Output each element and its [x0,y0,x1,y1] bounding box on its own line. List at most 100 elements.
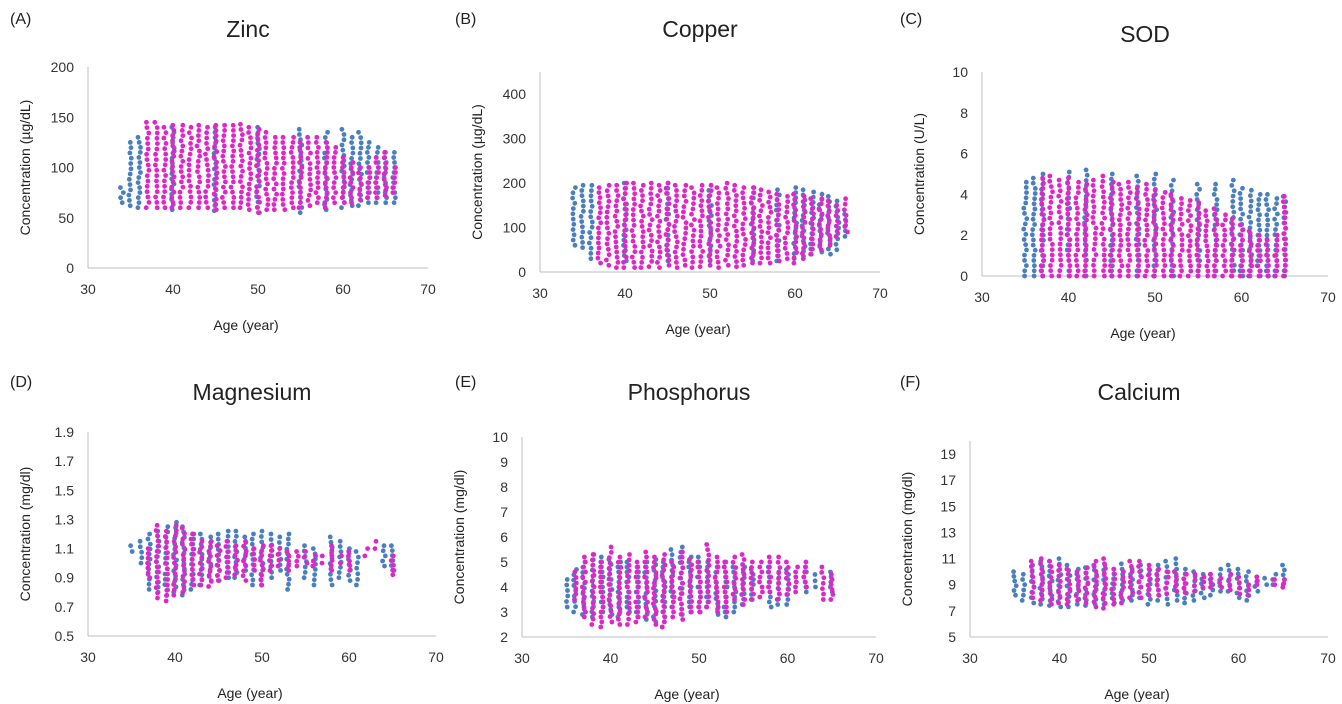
data-point [1127,595,1132,601]
data-point [1205,258,1211,264]
data-point [325,150,330,155]
data-point [259,534,264,539]
data-point [1137,558,1142,564]
data-point [1154,571,1160,577]
data-point [1030,227,1036,233]
y-tick-label: 1.3 [55,511,75,527]
data-point [817,221,822,227]
data-point [350,145,356,151]
data-point [268,531,274,537]
data-point [1282,236,1287,242]
data-point [588,256,594,262]
data-point [725,262,731,268]
data-point [1057,247,1063,252]
data-point [1032,263,1037,269]
data-point [298,185,303,191]
data-point [221,148,227,154]
data-point [1223,217,1228,223]
data-point [382,150,387,155]
data-point [653,622,659,627]
data-point [182,531,187,536]
data-point [1160,195,1166,201]
data-point [147,575,153,581]
data-point [165,550,170,555]
data-point [1119,600,1124,606]
data-point [1272,206,1277,212]
data-point [776,227,781,233]
data-point [583,559,588,565]
data-point [621,249,627,255]
data-point [231,195,237,200]
data-point [189,135,194,141]
data-point [1135,237,1141,243]
data-point [633,574,639,580]
data-point [835,208,841,213]
data-point [590,589,596,595]
data-point [671,589,676,595]
data-point [705,578,711,584]
data-point [358,145,364,151]
data-point [165,577,171,582]
data-point [1047,173,1053,179]
data-point [1201,574,1207,580]
data-point [347,175,353,181]
data-point [1135,247,1140,253]
data-point [206,574,212,579]
data-point [1083,248,1088,253]
data-point [757,224,763,229]
data-point [776,586,781,592]
data-point [1255,263,1261,269]
data-point [1021,226,1027,232]
data-point [215,573,220,578]
data-point [280,134,286,140]
data-point [1049,273,1055,279]
data-point [323,195,329,201]
data-point [391,200,397,206]
data-point [1281,247,1287,252]
data-point [153,151,158,157]
data-point [606,252,612,258]
data-point [230,158,236,164]
data-point [220,195,225,200]
data-point [672,182,678,188]
data-point [246,130,252,135]
data-point [1110,237,1116,242]
data-point [596,200,602,206]
data-point [776,570,782,576]
data-point [173,544,179,550]
data-point [1022,273,1027,279]
data-point [1058,215,1064,220]
data-point [1101,236,1107,242]
data-point [631,196,637,202]
data-point [262,135,268,140]
data-point [252,568,257,573]
data-point [1144,268,1149,274]
data-point [1230,177,1236,183]
data-point [316,145,321,150]
data-point [1109,586,1115,592]
data-point [196,189,202,195]
data-point [648,180,654,186]
data-point [1182,600,1187,606]
data-point [341,132,347,137]
data-point [1147,567,1153,573]
data-point [741,247,747,253]
data-point [1127,221,1132,227]
data-point [809,201,814,207]
data-point [187,151,193,157]
data-point [1230,237,1236,243]
data-point [1057,188,1063,194]
data-point [169,195,175,200]
data-point [349,134,355,140]
data-point [774,191,780,197]
data-point [1229,263,1234,268]
data-point [366,140,372,145]
data-point [717,243,723,249]
data-point [793,584,798,590]
data-point [708,230,714,236]
data-point [774,197,780,202]
data-point [213,165,219,170]
x-tick-label: 40 [1061,289,1077,305]
data-point [1091,273,1097,279]
data-point [272,134,278,140]
